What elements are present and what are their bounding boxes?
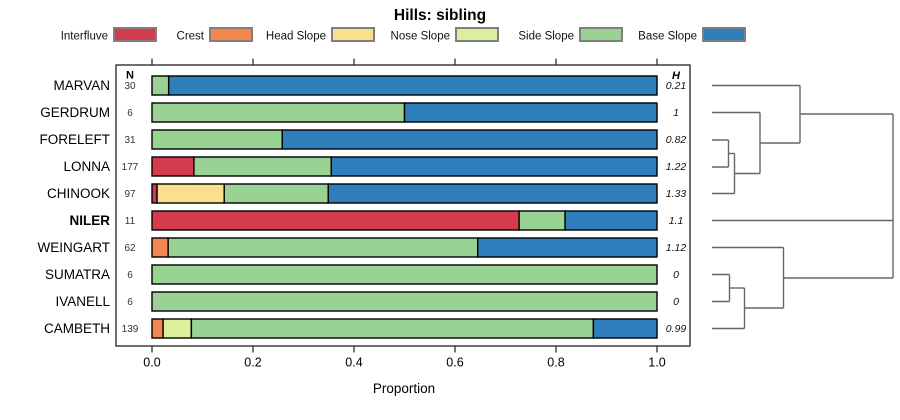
bar-segment	[151, 264, 658, 285]
bar-segment	[190, 318, 595, 339]
n-value: 6	[127, 297, 133, 308]
legend-item: Crest	[177, 27, 253, 43]
legend-item: Head Slope	[266, 27, 375, 43]
n-value: 62	[124, 243, 136, 254]
row-label: WEINGART	[37, 240, 110, 255]
legend-item: Nose Slope	[391, 27, 499, 43]
h-value: 0.99	[666, 323, 687, 335]
legend-item: Base Slope	[638, 27, 746, 43]
bar-segment	[151, 156, 195, 177]
chart-title: Hills: sibling	[394, 7, 486, 24]
bar-segment	[151, 210, 520, 231]
bar-segment	[477, 237, 658, 258]
legend-label: Interfluve	[61, 31, 108, 43]
row-label: MARVAN	[53, 78, 110, 93]
x-tick-label: 0.8	[547, 356, 564, 370]
n-column-header: N	[126, 70, 134, 82]
legend-label: Nose Slope	[391, 31, 450, 43]
bar-segment	[592, 318, 658, 339]
h-value: 0	[673, 296, 679, 308]
x-tick-label: 0.4	[345, 356, 362, 370]
legend-swatch	[579, 27, 623, 42]
bar-segment	[167, 75, 658, 96]
h-value: 0.21	[666, 80, 686, 92]
legend-swatch	[113, 27, 157, 42]
h-value: 1.22	[666, 161, 687, 173]
n-value: 177	[122, 162, 139, 173]
n-value: 30	[124, 81, 136, 92]
bar-segment	[151, 183, 158, 204]
bar-segment	[162, 318, 193, 339]
bar-segment	[518, 210, 566, 231]
row-label: GERDRUM	[40, 105, 110, 120]
legend-label: Side Slope	[518, 31, 574, 43]
bar-segment	[330, 156, 658, 177]
bar-segment	[281, 129, 658, 150]
bar-segment	[156, 183, 225, 204]
plot-box	[115, 64, 691, 347]
h-value: 0.82	[666, 134, 687, 146]
bar-segment	[151, 291, 658, 312]
bar-segment	[327, 183, 658, 204]
h-column-header: H	[672, 70, 681, 82]
n-value: 97	[124, 189, 136, 200]
bar-segment	[564, 210, 658, 231]
dendrogram	[712, 84, 894, 330]
row-label: SUMATRA	[45, 267, 110, 282]
bar-segment	[151, 75, 170, 96]
row-label: LONNA	[63, 159, 110, 174]
x-axis-title: Proportion	[373, 381, 435, 396]
legend-swatch	[702, 27, 746, 42]
legend-label: Head Slope	[266, 31, 326, 43]
h-value: 1.12	[666, 242, 687, 254]
x-tick-label: 0.0	[143, 356, 160, 370]
row-label: FORELEFT	[39, 132, 110, 147]
row-label: CAMBETH	[44, 321, 110, 336]
bar-segment	[151, 129, 283, 150]
row-label: IVANELL	[55, 294, 110, 309]
n-value: 11	[125, 216, 136, 227]
h-value: 1	[673, 107, 679, 119]
bar-segment	[167, 237, 479, 258]
x-tick-label: 0.2	[244, 356, 261, 370]
legend-item: Side Slope	[518, 27, 623, 43]
legend: Interfluve Crest Head Slope Nose Slope Side …	[61, 27, 746, 43]
h-value: 1.1	[669, 215, 684, 227]
x-tick-label: 1.0	[648, 356, 665, 370]
row-label: CHINOOK	[47, 186, 110, 201]
legend-label: Base Slope	[638, 31, 697, 43]
bar-segment	[193, 156, 332, 177]
row-label: NILER	[70, 213, 111, 228]
bar-segment	[403, 102, 658, 123]
legend-swatch	[209, 27, 253, 42]
plot-area: 0.0 0.2 0.4 0.6 0.8 1.0 N H MARVAN 30 0.21 GERDRUM 6…	[37, 58, 691, 370]
h-value: 0	[673, 269, 679, 281]
n-value: 139	[122, 324, 139, 335]
legend-item: Interfluve	[61, 27, 157, 43]
n-value: 31	[124, 135, 136, 146]
n-value: 6	[127, 270, 133, 281]
bar-segment	[223, 183, 329, 204]
h-value: 1.33	[666, 188, 687, 200]
bar-segment	[151, 237, 169, 258]
legend-swatch	[455, 27, 499, 42]
legend-label: Crest	[177, 31, 205, 43]
legend-swatch	[331, 27, 375, 42]
bar-segment	[151, 318, 164, 339]
n-value: 6	[127, 108, 133, 119]
x-tick-label: 0.6	[446, 356, 463, 370]
bar-segment	[151, 102, 406, 123]
